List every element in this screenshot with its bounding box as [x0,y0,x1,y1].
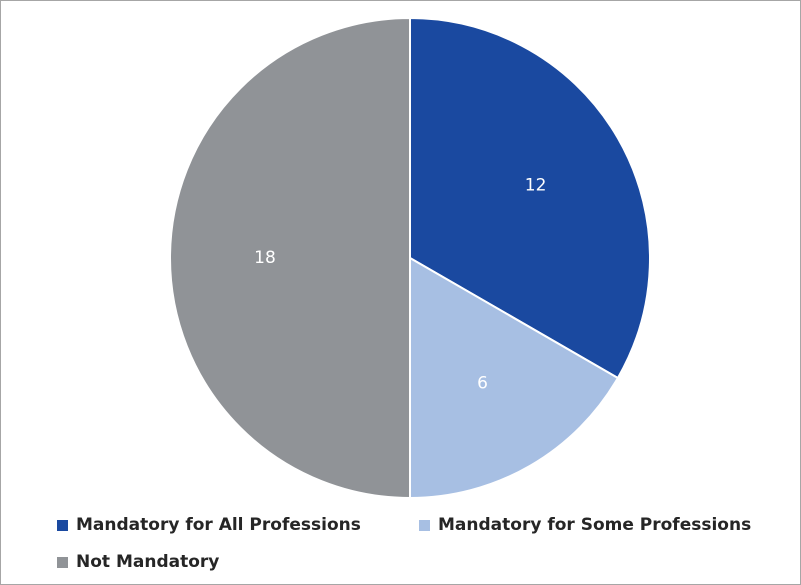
legend-item-not-mandatory: Not Mandatory [57,552,219,572]
legend-label-not-mandatory: Not Mandatory [76,552,220,572]
legend-label-mandatory-some: Mandatory for Some Professions [438,515,752,535]
legend-swatch-mandatory-all [57,519,68,531]
pie-slice-mandatory-all [409,16,651,380]
legend-item-mandatory-some: Mandatory for Some Professions [419,515,751,535]
legend-swatch-mandatory-some [419,519,430,531]
pie-slice-not-mandatory [169,16,411,500]
data-label-mandatory-some: 6 [477,374,488,394]
data-label-not-mandatory: 18 [254,248,276,268]
pie-data-labels: 12 6 18 [254,176,546,394]
legend-swatch-not-mandatory [57,556,68,568]
pie-slices [169,16,651,500]
pie-slice-mandatory-some [409,256,620,500]
legend-label-mandatory-all: Mandatory for All Professions [76,515,361,535]
legend-item-mandatory-all: Mandatory for All Professions [57,515,361,535]
data-label-mandatory-all: 12 [525,176,547,196]
